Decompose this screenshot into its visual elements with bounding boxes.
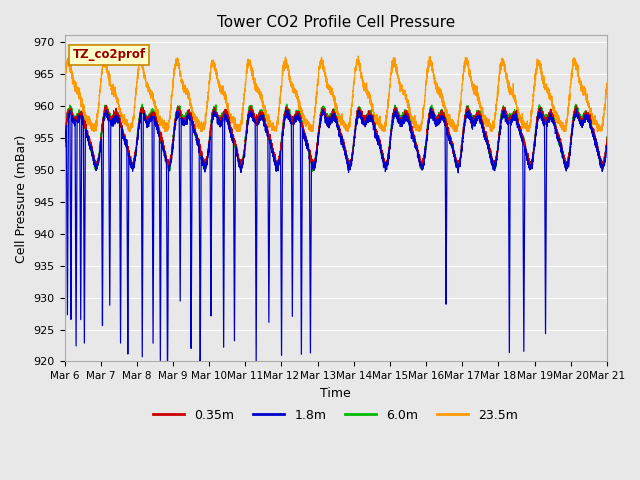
6.0m bbox=[61, 136, 68, 142]
0.35m bbox=[102, 102, 110, 108]
Legend: 0.35m, 1.8m, 6.0m, 23.5m: 0.35m, 1.8m, 6.0m, 23.5m bbox=[148, 404, 524, 427]
23.5m bbox=[603, 86, 611, 92]
0.35m bbox=[428, 106, 435, 111]
0.35m bbox=[488, 156, 496, 162]
0.35m bbox=[603, 135, 611, 141]
0.35m bbox=[458, 142, 465, 148]
6.0m bbox=[283, 101, 291, 107]
1.8m bbox=[603, 148, 611, 154]
6.0m bbox=[158, 141, 166, 146]
Y-axis label: Cell Pressure (mBar): Cell Pressure (mBar) bbox=[15, 134, 28, 263]
Line: 1.8m: 1.8m bbox=[65, 108, 607, 361]
1.8m bbox=[458, 146, 465, 152]
Text: TZ_co2prof: TZ_co2prof bbox=[73, 48, 146, 61]
X-axis label: Time: Time bbox=[321, 387, 351, 400]
6.0m bbox=[308, 168, 316, 174]
1.8m bbox=[164, 359, 172, 364]
23.5m bbox=[603, 91, 611, 97]
23.5m bbox=[90, 128, 97, 134]
23.5m bbox=[316, 66, 323, 72]
Line: 6.0m: 6.0m bbox=[65, 104, 607, 171]
1.8m bbox=[427, 105, 435, 111]
1.8m bbox=[488, 163, 496, 168]
23.5m bbox=[488, 123, 496, 129]
23.5m bbox=[61, 80, 68, 85]
23.5m bbox=[158, 117, 166, 123]
6.0m bbox=[603, 134, 611, 140]
0.35m bbox=[382, 165, 390, 171]
6.0m bbox=[428, 106, 435, 111]
0.35m bbox=[316, 124, 323, 130]
1.8m bbox=[61, 141, 68, 146]
6.0m bbox=[603, 149, 611, 155]
23.5m bbox=[428, 62, 435, 68]
6.0m bbox=[458, 150, 465, 156]
1.8m bbox=[603, 144, 611, 149]
0.35m bbox=[61, 139, 68, 145]
1.8m bbox=[158, 140, 166, 146]
23.5m bbox=[355, 53, 362, 59]
6.0m bbox=[316, 120, 323, 125]
23.5m bbox=[458, 89, 465, 95]
Line: 0.35m: 0.35m bbox=[65, 105, 607, 168]
6.0m bbox=[488, 162, 496, 168]
1.8m bbox=[316, 127, 323, 133]
Line: 23.5m: 23.5m bbox=[65, 56, 607, 131]
1.8m bbox=[428, 109, 435, 115]
Title: Tower CO2 Profile Cell Pressure: Tower CO2 Profile Cell Pressure bbox=[216, 15, 455, 30]
0.35m bbox=[158, 135, 166, 141]
0.35m bbox=[603, 141, 611, 147]
